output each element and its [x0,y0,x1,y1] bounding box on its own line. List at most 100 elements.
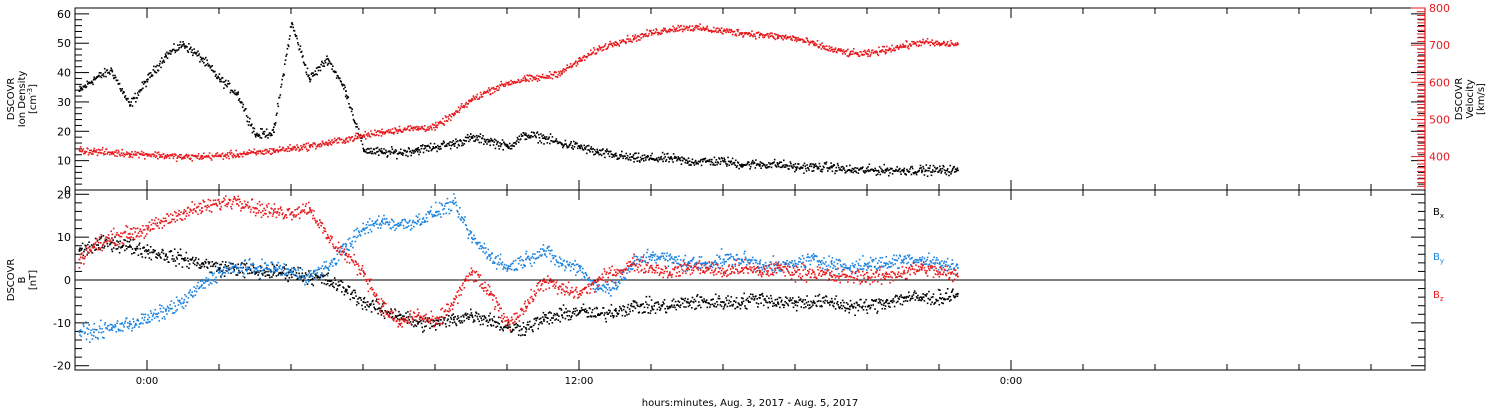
data-point [712,298,714,300]
data-point [573,308,575,310]
data-point [492,139,494,142]
data-point [613,42,615,45]
data-point [803,306,805,309]
data-point [179,254,181,256]
data-point [214,70,216,73]
data-point [181,266,184,268]
data-point [438,324,441,327]
data-point [851,167,854,170]
data-point [157,157,159,160]
data-point [181,306,184,308]
data-point [536,316,539,319]
data-point [943,165,945,168]
data-point [626,306,629,309]
data-point [505,145,508,148]
data-point [114,74,116,77]
data-point [650,310,652,312]
data-point [727,31,730,34]
data-point [109,329,111,331]
data-point [571,315,573,317]
data-point [412,219,414,222]
data-point [363,301,365,304]
data-point [551,77,554,80]
data-point [879,50,882,52]
data-point [526,323,528,326]
data-point [681,28,683,30]
data-point [190,259,193,261]
data-point [164,53,167,55]
data-point [772,162,775,164]
data-point [820,168,823,171]
data-point [464,105,466,107]
data-point [902,43,904,45]
data-point [838,166,840,169]
data-point [446,319,449,322]
data-point [869,307,871,310]
data-point [119,240,121,243]
data-point [111,250,114,253]
data-point [290,273,293,276]
data-point [161,156,164,158]
data-point [326,273,328,276]
data-point [220,263,223,266]
data-point [720,27,723,29]
data-point [636,160,639,162]
data-point [840,48,842,50]
data-point [830,46,833,49]
data-point [197,54,200,57]
data-point [540,141,543,144]
data-point [705,28,707,31]
data-point [447,116,449,118]
data-point [656,157,658,160]
data-point [403,315,405,318]
data-point [512,81,514,83]
data-point [111,329,114,332]
data-point [774,299,777,301]
data-point [807,39,809,42]
data-point [444,205,446,207]
data-point [424,325,426,328]
data-point [543,136,546,138]
data-point [635,157,638,159]
data-point [404,149,407,152]
data-point [609,310,611,312]
data-point [940,44,942,46]
data-point [479,96,481,98]
data-point [856,304,859,306]
data-point [251,272,254,274]
data-point [252,127,254,129]
data-point [729,29,731,31]
data-point [590,146,593,148]
data-point [203,281,206,284]
data-point [783,159,785,162]
data-point [298,276,300,279]
data-point [945,170,947,172]
data-point [776,37,779,40]
data-point [201,278,203,281]
data-point [744,33,746,35]
data-point [719,29,722,32]
data-point [352,289,355,292]
data-point [223,87,225,89]
data-point [220,276,223,279]
data-point [402,130,404,133]
data-point [231,89,234,92]
data-point [101,146,104,149]
data-point [671,300,674,302]
data-point [273,149,275,152]
data-point [357,298,359,300]
data-point [710,29,712,32]
data-point [364,232,366,235]
data-point [814,44,817,47]
data-point [805,301,808,304]
data-point [371,220,374,222]
data-point [254,273,256,275]
data-point [639,39,641,41]
data-point [587,149,589,151]
data-point [600,154,603,157]
data-point [99,327,101,330]
data-point [353,138,355,141]
data-point [875,50,878,52]
data-point [139,323,142,325]
data-point [530,74,533,77]
